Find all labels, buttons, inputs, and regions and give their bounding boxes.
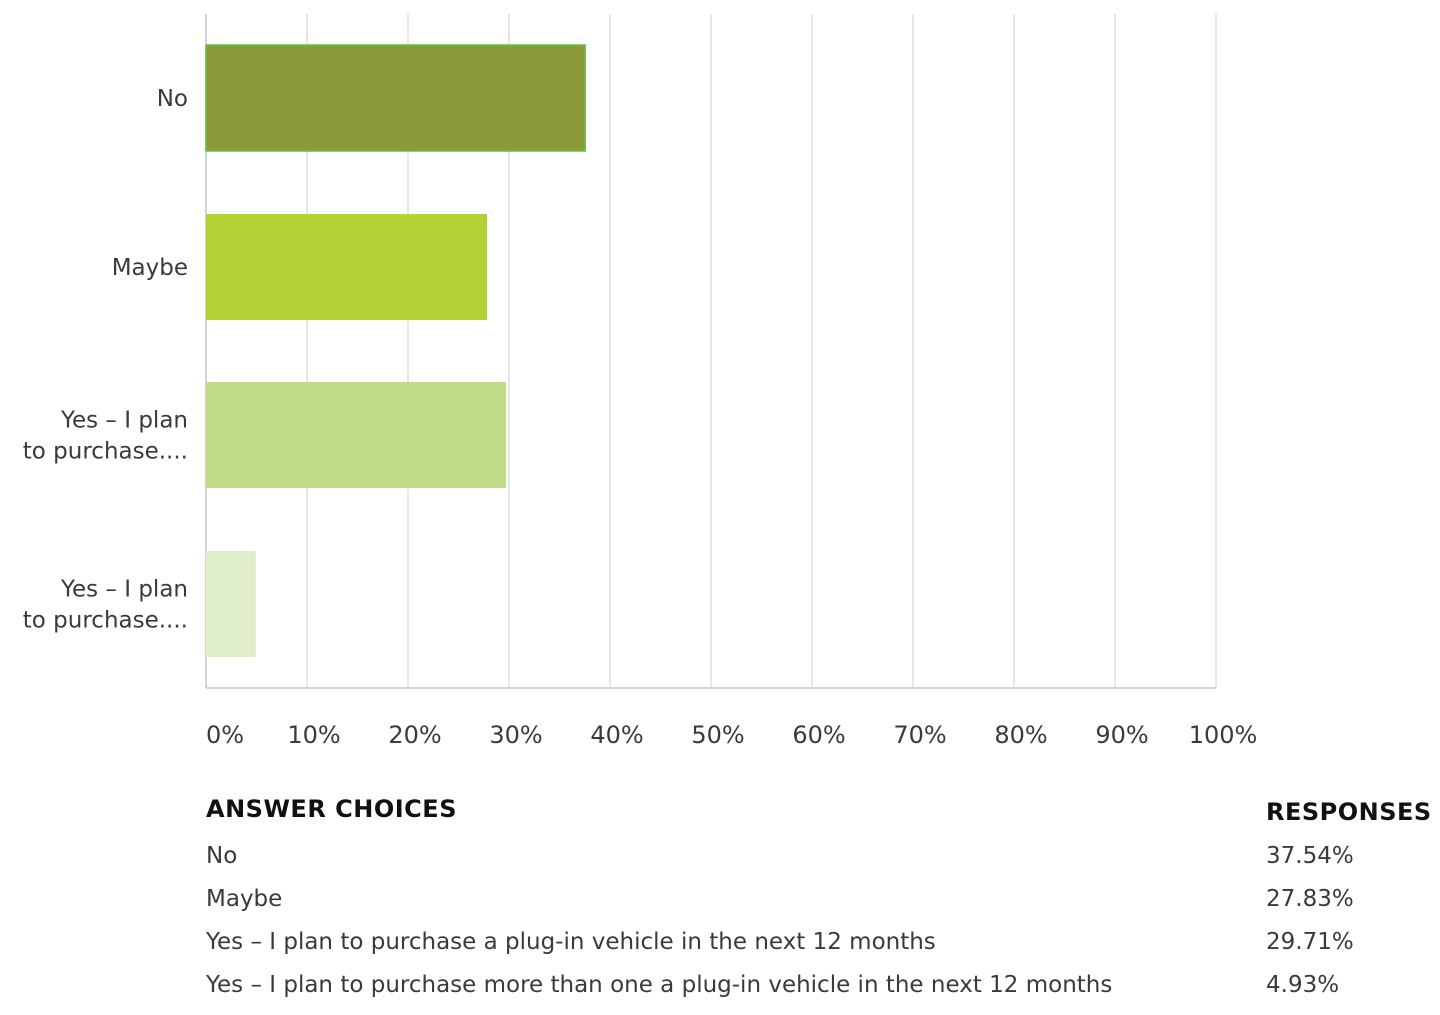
responses-header: RESPONSES [1266,798,1432,826]
x-tick-label: 30% [489,721,542,749]
table-row: Maybe 27.83% [206,880,1426,923]
bar [206,214,488,320]
category-label: to purchase.... [23,608,188,634]
x-tick-label: 90% [1095,721,1148,749]
bar [206,551,256,657]
answer-choice: No [206,843,238,869]
category-label: Maybe [112,255,188,281]
table-header: ANSWER CHOICES RESPONSES [206,795,1431,837]
x-tick-label: 0% [206,721,244,749]
answer-table: ANSWER CHOICES RESPONSES No 37.54% Maybe… [206,795,1431,1009]
bar [206,382,507,488]
answer-choice: Yes – I plan to purchase more than one a… [206,972,1113,998]
x-tick-label: 20% [388,721,441,749]
table-row: No 37.54% [206,837,1426,880]
x-tick-label: 100% [1189,721,1258,749]
category-label: Yes – I plan [60,408,188,434]
answer-choice: Maybe [206,886,283,912]
category-label: Yes – I plan [60,577,188,603]
bar-chart: No Maybe Yes – I plan to purchase.... Yes – … [23,14,1257,749]
x-tick-label: 70% [893,721,946,749]
response-value: 4.93% [1266,972,1340,998]
x-tick-label: 80% [994,721,1047,749]
response-value: 27.83% [1266,886,1354,912]
answer-choices-header: ANSWER CHOICES [206,795,457,823]
bars [205,44,586,657]
x-tick-labels: 0% 10% 20% 30% 40% 50% 60% 70% 80% 90% 100% [206,721,1257,749]
table-row: Yes – I plan to purchase more than one a… [206,966,1426,1009]
answer-choice: Yes – I plan to purchase a plug-in vehic… [206,929,936,955]
response-value: 29.71% [1266,929,1354,955]
response-value: 37.54% [1266,843,1354,869]
x-tick-label: 50% [691,721,744,749]
x-tick-label: 40% [590,721,643,749]
x-tick-label: 10% [287,721,340,749]
category-label: No [157,86,188,112]
x-tick-label: 60% [792,721,845,749]
table-row: Yes – I plan to purchase a plug-in vehic… [206,923,1426,966]
bar [205,44,586,152]
category-labels: No Maybe Yes – I plan to purchase.... Yes – … [23,86,188,634]
category-label: to purchase.... [23,439,188,465]
